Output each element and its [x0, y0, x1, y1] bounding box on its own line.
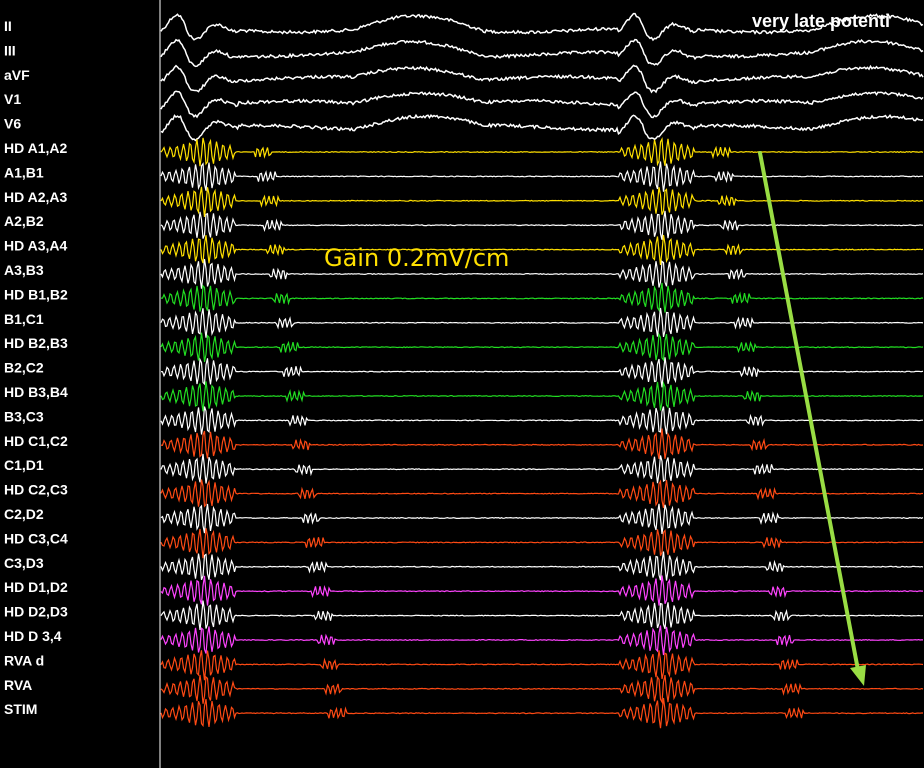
- arrow-shaft: [758, 151, 860, 672]
- trace-hd-a2-a3: [160, 186, 924, 217]
- arrow-head: [850, 665, 866, 686]
- trace-hd-a1-a2: [160, 137, 924, 167]
- trace-c1-d1: [160, 453, 924, 484]
- channel-label: C3,D3: [4, 555, 44, 571]
- trace-hd-b1-b2: [161, 282, 924, 313]
- trace-hd-a3-a4: [160, 234, 924, 265]
- channel-label: RVA: [4, 677, 32, 693]
- trace-avf: [160, 64, 924, 94]
- trace-c3-d3: [160, 551, 924, 581]
- channel-label: HD A3,A4: [4, 238, 67, 254]
- trace-v6: [160, 113, 924, 142]
- trace-b3-c3: [160, 406, 923, 435]
- channel-label: B1,C1: [4, 311, 44, 327]
- channel-label: HD C3,C4: [4, 530, 68, 546]
- trace-c2-d2: [160, 503, 924, 535]
- channel-label: A3,B3: [4, 262, 44, 278]
- channel-label: RVA d: [4, 652, 44, 668]
- channel-label: HD B2,B3: [4, 335, 68, 351]
- trace-hd-c1-c2: [160, 428, 924, 460]
- trace-a2-b2: [160, 210, 923, 240]
- channel-label: HD B3,B4: [4, 384, 68, 400]
- trace-iii: [160, 38, 924, 68]
- very-late-potential-annotation: very late potenti: [752, 11, 890, 31]
- channel-label: B3,C3: [4, 408, 44, 424]
- trace-hd-b3-b4: [160, 380, 924, 412]
- trace-hd-d1-d2: [160, 575, 923, 606]
- channel-label: B2,C2: [4, 360, 44, 376]
- trace-b2-c2: [160, 357, 924, 388]
- trace-rva-d: [160, 650, 924, 681]
- trace-hd-d-3-4: [160, 625, 923, 656]
- gain-annotation: Gain 0.2mV/cm: [324, 244, 509, 272]
- trace-hd-c3-c4: [160, 528, 924, 559]
- trace-b1-c1: [160, 307, 924, 338]
- channel-label: II: [4, 18, 12, 34]
- trace-ii: [160, 12, 924, 42]
- trace-hd-d2-d3: [160, 600, 924, 630]
- channel-label: III: [4, 42, 16, 58]
- trace-a3-b3: [160, 258, 924, 289]
- channel-label: STIM: [4, 701, 37, 717]
- channel-label: HD D 3,4: [4, 628, 62, 644]
- propagation-arrow: [758, 151, 866, 686]
- channel-label: HD C2,C3: [4, 482, 68, 498]
- channel-label: HD A2,A3: [4, 189, 67, 205]
- channel-label: A1,B1: [4, 164, 44, 180]
- channel-label: V6: [4, 116, 21, 132]
- channel-label: HD D1,D2: [4, 579, 68, 595]
- channel-label: C2,D2: [4, 506, 44, 522]
- channel-label: A2,B2: [4, 213, 44, 229]
- channel-label: aVF: [4, 67, 30, 83]
- trace-rva: [160, 674, 924, 705]
- trace-a1-b1: [160, 161, 924, 192]
- channel-label: HD C1,C2: [4, 433, 68, 449]
- channel-label: HD D2,D3: [4, 604, 68, 620]
- channel-label: HD A1,A2: [4, 140, 67, 156]
- channel-label: V1: [4, 91, 21, 107]
- trace-stim: [160, 697, 923, 729]
- channel-label: HD B1,B2: [4, 286, 68, 302]
- trace-v1: [160, 90, 924, 119]
- trace-hd-c2-c3: [160, 479, 923, 509]
- channel-label: C1,D1: [4, 457, 44, 473]
